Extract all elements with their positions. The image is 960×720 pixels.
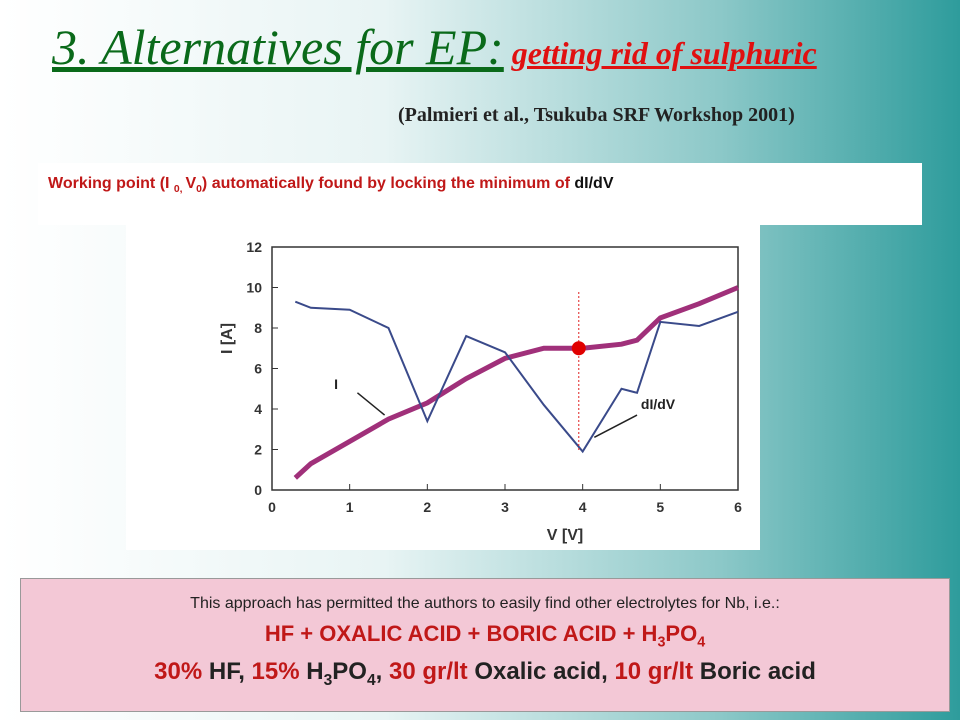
- annotation: I: [334, 376, 338, 392]
- y-tick-label: 8: [254, 320, 262, 336]
- caption: Working point (I 0, V0) automatically fo…: [38, 163, 922, 225]
- y-tick-label: 10: [246, 280, 262, 296]
- component-sub: 4: [366, 672, 376, 690]
- caption-text: dI/dV: [574, 175, 614, 192]
- x-axis-label: V [V]: [547, 527, 583, 544]
- component: Boric acid: [693, 658, 816, 686]
- annotation-arrow: [356, 392, 386, 416]
- component-sub: 3: [323, 672, 333, 690]
- x-tick-label: 3: [501, 499, 509, 515]
- formula-text: HF + OXALIC ACID + BORIC ACID + H: [264, 621, 658, 646]
- x-tick-label: 1: [346, 499, 354, 515]
- y-axis-label: I [A]: [219, 323, 236, 354]
- title: 3. Alternatives for EP: getting rid of su…: [52, 18, 817, 76]
- x-tick-label: 5: [656, 499, 664, 515]
- x-tick-label: 4: [579, 499, 587, 515]
- annotation-arrow: [593, 414, 638, 439]
- series-line: [294, 300, 739, 454]
- formula-text: PO: [665, 621, 698, 646]
- title-sub: getting rid of sulphuric: [511, 35, 817, 71]
- component: ,: [375, 658, 389, 686]
- y-tick-label: 0: [254, 482, 262, 498]
- component: Oxalic acid,: [467, 658, 615, 686]
- citation: (Palmieri et al., Tsukuba SRF Workshop 2…: [398, 104, 795, 126]
- annotation: dI/dV: [641, 396, 676, 412]
- caption-sub: 0: [196, 184, 202, 196]
- caption-text: Working point (I: [48, 175, 174, 192]
- amount: 30%: [154, 658, 203, 686]
- y-tick-label: 12: [246, 239, 262, 255]
- formula: HF + OXALIC ACID + BORIC ACID + H3PO4: [21, 621, 949, 650]
- title-main: 3. Alternatives for EP:: [52, 19, 504, 75]
- note: This approach has permitted the authors …: [190, 595, 780, 612]
- series-line: [293, 285, 739, 480]
- amount: 30 gr/lt: [388, 658, 468, 686]
- y-tick-label: 6: [254, 361, 262, 377]
- component: PO: [332, 658, 367, 686]
- amount: 15%: [251, 658, 300, 686]
- composition: 30% HF, 15% H3PO4, 30 gr/lt Oxalic acid,…: [21, 658, 949, 690]
- working-point: [571, 341, 586, 356]
- footer-box: This approach has permitted the authors …: [20, 578, 950, 712]
- y-tick-label: 4: [254, 401, 262, 417]
- amount: 10 gr/lt: [614, 658, 694, 686]
- x-tick-label: 0: [268, 499, 276, 515]
- caption-text: ) automatically found by locking the min…: [201, 175, 575, 192]
- caption-text: V: [185, 175, 197, 192]
- formula-sub: 4: [697, 634, 706, 651]
- formula-sub: 3: [657, 634, 666, 651]
- component: HF,: [202, 658, 252, 686]
- y-tick-label: 2: [254, 442, 262, 458]
- caption-sub: 0,: [173, 184, 186, 196]
- component: H: [299, 658, 324, 686]
- x-tick-label: 2: [423, 499, 431, 515]
- x-tick-label: 6: [734, 499, 742, 515]
